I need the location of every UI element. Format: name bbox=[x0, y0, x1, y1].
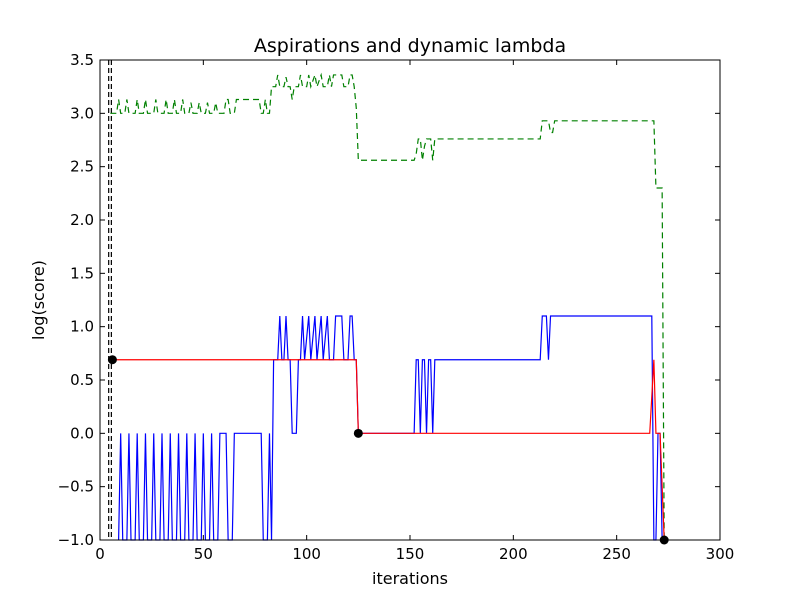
y-tick-label: 3.5 bbox=[70, 51, 94, 69]
x-tick-label: 200 bbox=[499, 545, 528, 563]
chart-title: Aspirations and dynamic lambda bbox=[254, 35, 566, 57]
series-line-2 bbox=[112, 359, 665, 541]
x-tick-label: 300 bbox=[706, 545, 735, 563]
x-tick-label: 250 bbox=[602, 545, 631, 563]
y-tick-label: −0.5 bbox=[58, 478, 94, 496]
point-markers bbox=[107, 355, 669, 545]
y-axis-label: log(score) bbox=[29, 260, 48, 340]
x-axis-label: iterations bbox=[372, 569, 448, 588]
axis-ticks: 0 50 100 150 200 250 300 −1.0 −0.5 0.0 0.5 1.0 1.5 2.… bbox=[58, 51, 735, 563]
x-tick-label: 100 bbox=[292, 545, 321, 563]
series-line-0 bbox=[110, 72, 665, 541]
point-marker-0 bbox=[107, 355, 117, 365]
y-tick-label: 0.0 bbox=[70, 424, 94, 442]
x-tick-label: 150 bbox=[396, 545, 425, 563]
y-tick-label: 2.0 bbox=[70, 211, 94, 229]
y-tick-label: −1.0 bbox=[58, 531, 94, 549]
y-tick-label: 3.0 bbox=[70, 104, 94, 122]
plot-area bbox=[100, 60, 720, 540]
point-marker-1 bbox=[353, 428, 363, 438]
x-tick-label: 50 bbox=[194, 545, 213, 563]
y-tick-label: 1.5 bbox=[70, 264, 94, 282]
y-tick-label: 2.5 bbox=[70, 158, 94, 176]
vertical-lines bbox=[108, 60, 112, 540]
y-tick-label: 0.5 bbox=[70, 371, 94, 389]
x-tick-label: 0 bbox=[95, 545, 105, 563]
y-tick-label: 1.0 bbox=[70, 318, 94, 336]
